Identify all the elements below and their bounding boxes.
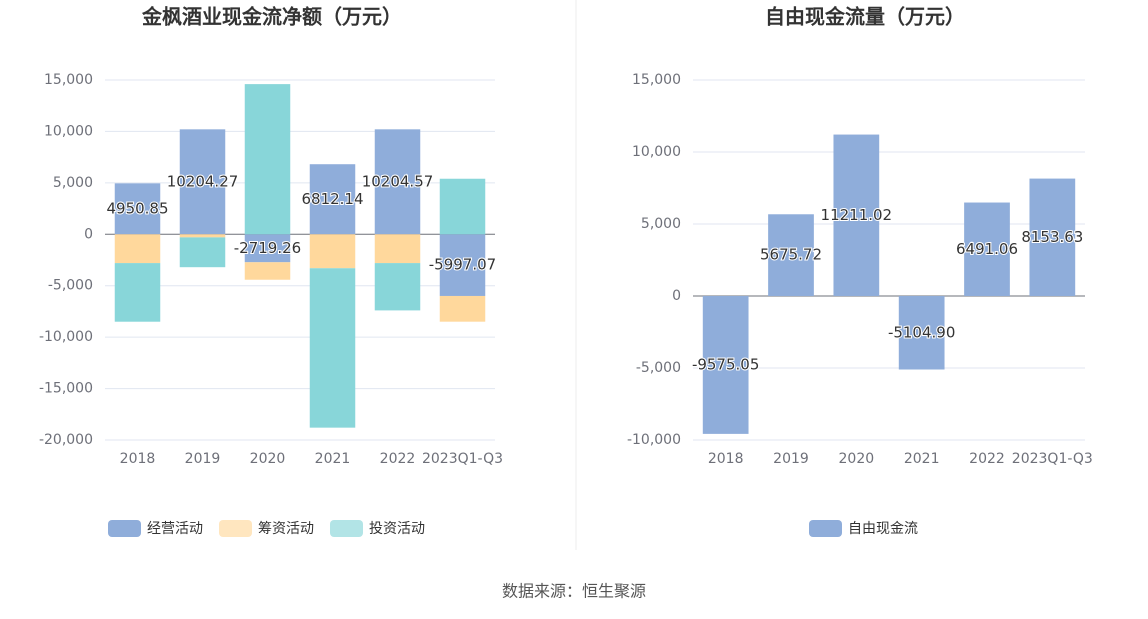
data-label: 6491.06 [956, 240, 1018, 258]
data-label: 10204.27 [167, 172, 239, 190]
x-tick-label: 2020 [250, 451, 286, 467]
chart-title: 自由现金流量（万元） [765, 5, 965, 29]
bar [439, 178, 486, 235]
x-tick-label: 2021 [315, 451, 351, 467]
bar [439, 295, 486, 322]
bar [114, 183, 161, 235]
legend-swatch [108, 520, 141, 537]
data-label: 10204.57 [362, 172, 434, 190]
legend-label: 筹资活动 [258, 520, 314, 537]
x-tick-label: 2023Q1-Q3 [422, 451, 503, 467]
x-tick-label: 2023Q1-Q3 [1012, 451, 1093, 467]
bar [244, 84, 291, 235]
y-tick-label: -5,000 [48, 278, 93, 294]
x-tick-label: 2021 [904, 451, 940, 467]
data-label: 8153.63 [1021, 228, 1083, 246]
bar [179, 129, 226, 235]
bar [374, 234, 421, 264]
data-label: 5675.72 [760, 246, 822, 264]
bar [179, 237, 226, 268]
bar [374, 129, 421, 235]
data-label: -5104.90 [888, 323, 955, 341]
bar [244, 262, 291, 280]
data-label: -9575.05 [692, 355, 759, 373]
data-label: -2719.26 [234, 239, 301, 257]
legend-swatch [809, 520, 842, 537]
bar [114, 263, 161, 322]
bar [309, 268, 356, 428]
x-tick-label: 2018 [708, 451, 744, 467]
y-tick-label: 0 [84, 226, 93, 242]
y-tick-label: -10,000 [627, 432, 681, 448]
legend-swatch [330, 520, 363, 537]
x-tick-label: 2022 [380, 451, 416, 467]
bar [898, 296, 945, 370]
bar [309, 164, 356, 235]
bar [114, 234, 161, 264]
data-label: 11211.02 [821, 206, 893, 224]
y-tick-label: -5,000 [636, 360, 681, 376]
bar [374, 263, 421, 311]
y-tick-label: 15,000 [632, 72, 681, 88]
y-tick-label: 5,000 [53, 175, 93, 191]
data-label: -5997.07 [429, 256, 496, 274]
y-tick-label: -20,000 [39, 432, 93, 448]
y-tick-label: 5,000 [641, 216, 681, 232]
bar [833, 134, 880, 296]
x-tick-label: 2020 [839, 451, 875, 467]
data-label: 6812.14 [301, 190, 363, 208]
x-tick-label: 2022 [969, 451, 1005, 467]
bar [702, 296, 749, 434]
x-tick-label: 2019 [185, 451, 221, 467]
x-tick-label: 2019 [773, 451, 809, 467]
y-tick-label: 0 [672, 288, 681, 304]
source: 数据来源：恒生聚源 [502, 582, 646, 601]
bar [768, 214, 814, 296]
bar [964, 202, 1010, 296]
y-tick-label: -10,000 [39, 329, 93, 345]
y-tick-label: 15,000 [44, 72, 93, 88]
y-tick-label: 10,000 [44, 123, 93, 139]
y-tick-label: 10,000 [632, 144, 681, 160]
chart-title: 金枫酒业现金流净额（万元） [141, 5, 402, 29]
legend-label: 投资活动 [369, 521, 425, 537]
bar [439, 234, 486, 296]
bar [244, 234, 291, 263]
bar [1029, 178, 1076, 296]
legend-label: 自由现金流 [848, 521, 918, 537]
bar [179, 234, 226, 238]
legend-label: 经营活动 [147, 521, 203, 537]
bar [309, 234, 356, 269]
y-tick-label: -15,000 [39, 381, 93, 397]
x-tick-label: 2018 [120, 451, 156, 467]
legend-swatch [219, 520, 252, 537]
data-label: 4950.85 [106, 199, 168, 217]
